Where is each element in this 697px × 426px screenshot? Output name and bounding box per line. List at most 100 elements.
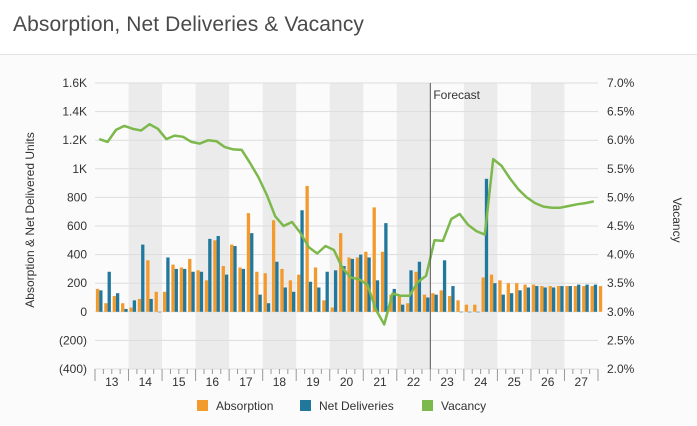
- net-deliveries-bar: [216, 236, 220, 312]
- legend-swatch-net-deliveries: [300, 400, 311, 411]
- net-deliveries-bar: [551, 287, 556, 312]
- net-deliveries-bar: [501, 294, 505, 312]
- net-deliveries-bar: [484, 178, 489, 312]
- net-deliveries-bar: [401, 304, 405, 312]
- absorption-bar: [288, 280, 293, 312]
- absorption-bar: [464, 304, 469, 312]
- absorption-bar: [196, 270, 200, 312]
- net-deliveries-bar: [476, 311, 480, 313]
- absorption-bar: [489, 274, 494, 312]
- net-deliveries-bar: [459, 311, 463, 313]
- absorption-bar: [263, 273, 267, 312]
- absorption-bar: [582, 286, 586, 312]
- y-left-tick-label: (200): [59, 333, 87, 347]
- net-deliveries-bar: [426, 297, 430, 312]
- y-left-tick-label: 1.6K: [62, 76, 87, 90]
- net-deliveries-bar: [258, 294, 262, 312]
- x-tick-label: 20: [340, 375, 354, 389]
- absorption-bar: [146, 260, 150, 312]
- y-right-tick-label: 3.5%: [607, 276, 635, 290]
- y-right-tick-label: 5.0%: [607, 190, 635, 204]
- chart-title: Absorption, Net Deliveries & Vacancy: [13, 13, 365, 36]
- absorption-bar: [448, 296, 452, 312]
- absorption-bar: [95, 288, 100, 312]
- net-deliveries-bar: [250, 233, 254, 312]
- y-axis-left-title: Absorption & Net Delivered Units: [23, 132, 37, 307]
- x-tick-label: 21: [373, 375, 387, 389]
- net-deliveries-bar: [417, 261, 422, 312]
- net-deliveries-bar: [342, 266, 346, 312]
- absorption-bar: [556, 286, 561, 312]
- net-deliveries-bar: [451, 286, 455, 312]
- net-deliveries-bar: [317, 287, 321, 312]
- absorption-bar: [540, 286, 544, 312]
- net-deliveries-bar: [208, 238, 212, 312]
- net-deliveries-bar: [568, 286, 572, 312]
- y-left-tick-label: 600: [67, 219, 87, 233]
- x-tick-label: 14: [139, 375, 153, 389]
- absorption-bar: [171, 264, 175, 312]
- y-right-tick-label: 7.0%: [607, 76, 635, 90]
- net-deliveries-bar: [350, 258, 354, 312]
- absorption-bar: [431, 293, 435, 312]
- x-tick-label: 27: [575, 375, 589, 389]
- net-deliveries-bar: [224, 274, 229, 312]
- absorption-bar: [129, 307, 133, 312]
- absorption-bar: [380, 251, 385, 312]
- x-tick-label: 25: [507, 375, 521, 389]
- net-deliveries-bar: [241, 268, 246, 312]
- bar-series-group: [95, 178, 603, 313]
- absorption-bar: [188, 258, 192, 312]
- net-deliveries-bar: [367, 257, 371, 312]
- net-deliveries-bar: [577, 284, 581, 312]
- net-deliveries-bar: [233, 246, 237, 312]
- absorption-bar: [112, 296, 116, 312]
- net-deliveries-bar: [526, 287, 531, 312]
- legend-label-net-deliveries: Net Deliveries: [319, 399, 394, 413]
- absorption-bar: [154, 291, 158, 312]
- absorption-bar: [515, 283, 519, 312]
- net-deliveries-bar: [124, 308, 128, 312]
- absorption-bar: [330, 307, 334, 312]
- absorption-bar: [121, 303, 125, 312]
- y-left-tick-label: 1.4K: [62, 105, 87, 119]
- absorption-bar: [221, 266, 225, 312]
- net-deliveries-bar: [191, 271, 195, 312]
- x-tick-label: 22: [407, 375, 421, 389]
- x-axis: 13 14 15 16 17 18 19 20 21 22 23 24 25 26 27: [94, 369, 599, 389]
- x-tick-label: 13: [105, 375, 119, 389]
- absorption-bar: [598, 286, 603, 312]
- net-deliveries-bar: [141, 244, 145, 312]
- absorption-bar: [498, 280, 502, 312]
- vacancy-line: [98, 122, 595, 326]
- x-tick-label: 18: [273, 375, 287, 389]
- net-deliveries-bar: [325, 271, 329, 312]
- x-tick-label: 15: [172, 375, 186, 389]
- absorption-bar: [590, 286, 594, 312]
- net-deliveries-bar: [132, 300, 137, 312]
- absorption-bar: [104, 303, 108, 312]
- absorption-bar: [347, 257, 351, 312]
- net-deliveries-bar: [166, 257, 170, 312]
- net-deliveries-bar: [115, 293, 120, 312]
- absorption-bar: [305, 185, 309, 312]
- y-right-tick-label: 4.0%: [607, 248, 635, 262]
- y-left-tick-label: 1K: [72, 162, 87, 176]
- absorption-bar: [339, 233, 343, 312]
- net-deliveries-bar: [283, 287, 287, 312]
- net-deliveries-bar: [300, 210, 304, 312]
- y-right-tick-label: 4.5%: [607, 219, 635, 233]
- absorption-bar: [137, 298, 142, 312]
- y-right-tick-label: 6.5%: [607, 105, 635, 119]
- net-deliveries-bar: [384, 223, 388, 312]
- absorption-bar: [280, 268, 284, 312]
- legend-label-vacancy: Vacancy: [441, 399, 486, 413]
- absorption-bar: [473, 304, 477, 312]
- net-deliveries-bar: [359, 254, 363, 312]
- net-deliveries-bar: [585, 284, 589, 312]
- x-tick-label: 24: [474, 375, 488, 389]
- absorption-bar: [548, 286, 552, 312]
- net-deliveries-bar: [149, 298, 153, 312]
- x-tick-label: 16: [206, 375, 220, 389]
